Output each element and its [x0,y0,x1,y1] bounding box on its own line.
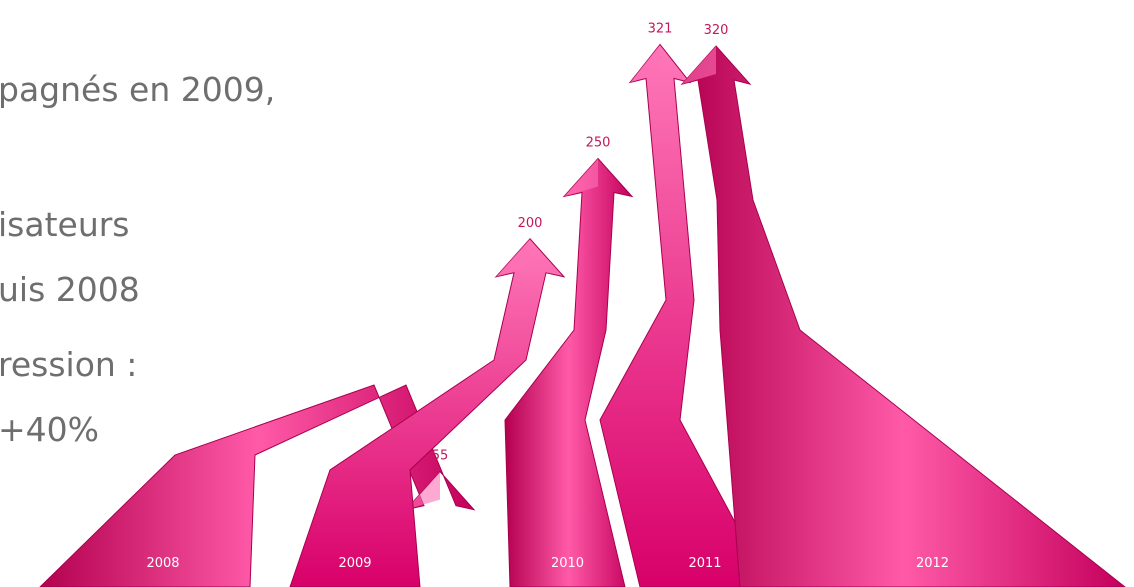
category-label-2008: 2008 [146,556,179,571]
arrow-head-highlight-2011 [630,44,660,83]
value-label-2010: 250 [586,135,611,150]
arrow-2009 [289,238,566,587]
value-label-2011: 321 [648,21,673,36]
text-line-4: ression : [0,345,138,384]
value-label-2009: 200 [518,216,543,231]
arrows-group [39,43,1126,587]
category-label-2011: 2011 [688,556,721,571]
arrow-head-highlight-2010 [564,158,598,197]
arrow-2010 [504,157,634,587]
value-label-2012: 320 [704,23,729,38]
arrow-head-highlight-2008 [406,471,440,510]
arrow-2011 [599,43,771,587]
category-label-2012: 2012 [916,556,949,571]
text-line-2: isateurs [0,205,130,244]
category-label-2010: 2010 [551,556,584,571]
text-line-3: uis 2008 [0,270,140,309]
arrow-head-highlight-2009 [496,238,530,277]
text-line-5: +40% [0,410,99,449]
arrow-head-highlight-2012 [682,46,716,85]
category-label-2009: 2009 [338,556,371,571]
labels-group: 55 2008 200 2009 250 2010 321 2011 320 2012 [146,21,949,571]
value-label-2008: 55 [432,449,449,464]
arrow-2008 [39,384,476,587]
text-line-1: pagnés en 2009, [0,70,276,109]
arrow-2012 [680,45,1126,587]
